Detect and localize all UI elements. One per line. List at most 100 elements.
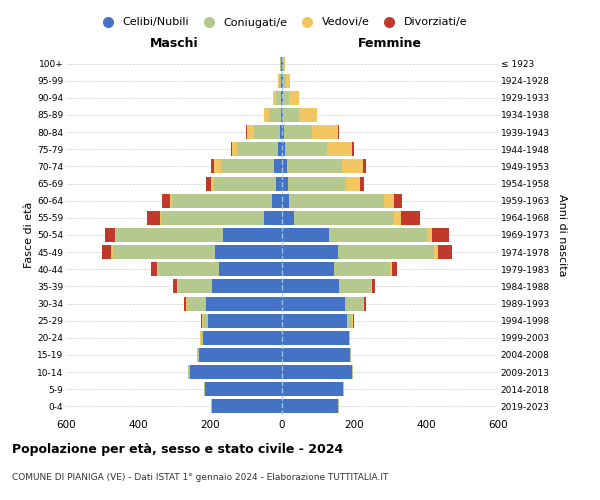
Bar xyxy=(287,160,342,173)
Bar xyxy=(394,211,401,225)
Bar xyxy=(264,211,282,225)
Bar xyxy=(200,331,201,345)
Bar xyxy=(282,228,329,242)
Bar xyxy=(274,160,282,173)
Bar xyxy=(276,91,281,105)
Bar xyxy=(282,348,350,362)
Bar xyxy=(284,56,285,70)
Y-axis label: Anni di nascita: Anni di nascita xyxy=(557,194,566,276)
Bar xyxy=(334,262,390,276)
Bar xyxy=(282,108,283,122)
Bar xyxy=(208,314,282,328)
Bar xyxy=(338,125,339,139)
Text: COMUNE DI PIANIGA (VE) - Dati ISTAT 1° gennaio 2024 - Elaborazione TUTTITALIA.IT: COMUNE DI PIANIGA (VE) - Dati ISTAT 1° g… xyxy=(12,472,388,482)
Bar xyxy=(212,280,282,293)
Bar xyxy=(199,348,282,362)
Bar xyxy=(282,400,338,413)
Bar xyxy=(116,228,223,242)
Bar xyxy=(343,382,344,396)
Bar xyxy=(211,400,212,413)
Bar xyxy=(286,74,290,88)
Bar xyxy=(312,125,338,139)
Bar xyxy=(281,74,282,88)
Bar xyxy=(238,142,278,156)
Bar xyxy=(392,262,397,276)
Bar xyxy=(282,74,283,88)
Bar xyxy=(219,262,282,276)
Y-axis label: Fasce di età: Fasce di età xyxy=(24,202,34,268)
Bar xyxy=(211,160,214,173)
Bar xyxy=(282,280,339,293)
Bar xyxy=(280,56,281,70)
Bar xyxy=(352,142,353,156)
Bar xyxy=(282,262,334,276)
Bar xyxy=(427,228,432,242)
Bar xyxy=(184,296,186,310)
Bar xyxy=(281,56,282,70)
Bar xyxy=(350,348,352,362)
Bar xyxy=(186,296,187,310)
Bar xyxy=(211,176,214,190)
Bar xyxy=(247,125,254,139)
Bar xyxy=(203,331,282,345)
Text: Maschi: Maschi xyxy=(149,37,199,50)
Bar xyxy=(434,245,438,259)
Bar xyxy=(362,160,366,173)
Bar xyxy=(432,228,449,242)
Text: Femmine: Femmine xyxy=(358,37,422,50)
Bar xyxy=(278,142,282,156)
Bar xyxy=(282,160,287,173)
Bar xyxy=(352,365,353,379)
Bar xyxy=(285,142,328,156)
Bar xyxy=(283,91,289,105)
Legend: Celibi/Nubili, Coniugati/e, Vedovi/e, Divorziati/e: Celibi/Nubili, Coniugati/e, Vedovi/e, Di… xyxy=(92,13,472,32)
Bar xyxy=(272,194,282,207)
Bar xyxy=(288,176,346,190)
Bar xyxy=(161,211,264,225)
Bar xyxy=(113,245,215,259)
Bar xyxy=(401,211,419,225)
Bar xyxy=(232,142,238,156)
Bar xyxy=(278,74,280,88)
Bar xyxy=(328,142,352,156)
Bar xyxy=(360,176,364,190)
Bar xyxy=(280,125,282,139)
Bar xyxy=(282,382,343,396)
Bar xyxy=(282,125,284,139)
Bar xyxy=(342,160,362,173)
Bar xyxy=(188,365,190,379)
Bar xyxy=(269,108,281,122)
Bar xyxy=(187,296,206,310)
Bar xyxy=(115,228,116,242)
Bar xyxy=(283,108,299,122)
Bar xyxy=(390,262,392,276)
Bar xyxy=(282,194,289,207)
Bar xyxy=(282,331,349,345)
Bar xyxy=(147,211,160,225)
Bar xyxy=(203,314,208,328)
Bar xyxy=(352,314,353,328)
Bar xyxy=(346,176,360,190)
Bar xyxy=(299,108,317,122)
Bar xyxy=(293,211,394,225)
Bar xyxy=(111,245,113,259)
Bar xyxy=(284,125,312,139)
Bar xyxy=(172,194,272,207)
Bar xyxy=(176,280,178,293)
Text: Popolazione per età, sesso e stato civile - 2024: Popolazione per età, sesso e stato civil… xyxy=(12,442,343,456)
Bar xyxy=(264,108,269,122)
Bar xyxy=(160,211,161,225)
Bar xyxy=(214,176,275,190)
Bar xyxy=(281,108,282,122)
Bar xyxy=(282,56,283,70)
Bar xyxy=(339,280,371,293)
Bar xyxy=(438,245,452,259)
Bar xyxy=(254,125,280,139)
Bar xyxy=(206,176,211,190)
Bar xyxy=(205,382,282,396)
Bar xyxy=(178,280,212,293)
Bar xyxy=(282,211,293,225)
Bar xyxy=(206,296,282,310)
Bar xyxy=(282,365,352,379)
Bar xyxy=(158,262,219,276)
